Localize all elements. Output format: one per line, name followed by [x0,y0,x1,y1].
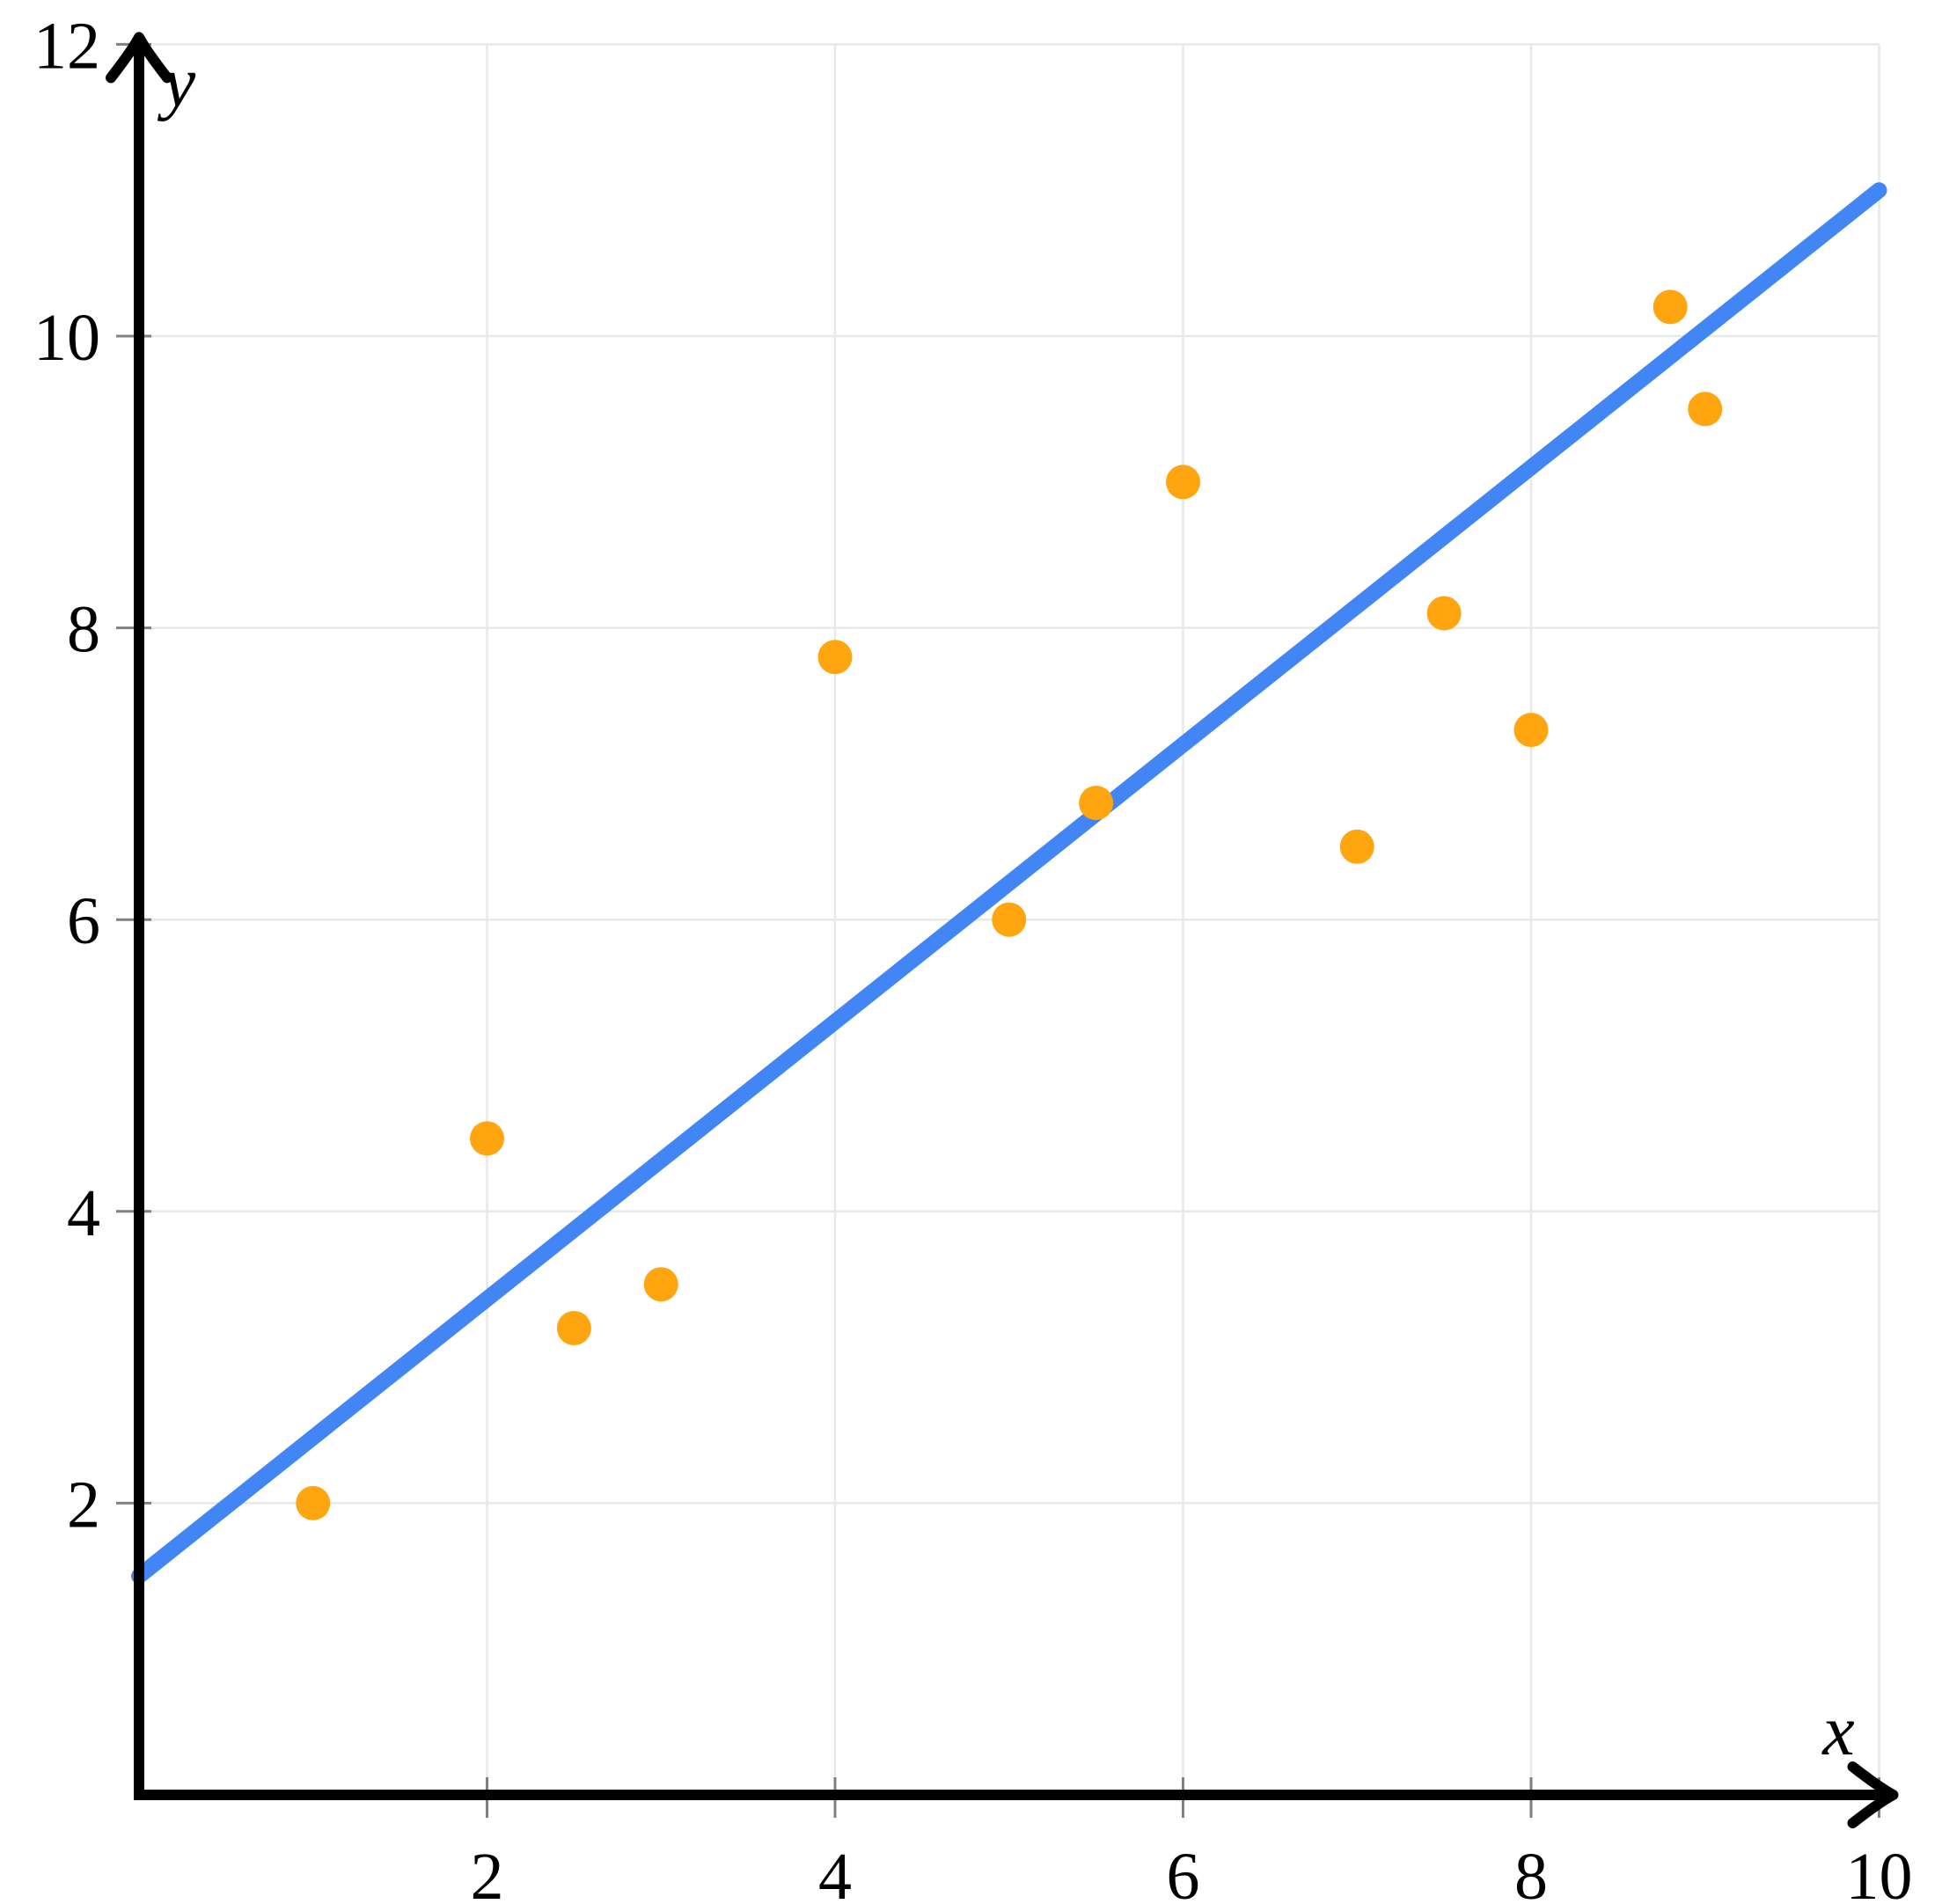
data-point-3 [643,1267,678,1302]
y-tick-label-10: 10 [33,301,100,375]
y-tick-label-4: 4 [67,1176,100,1250]
tick-labels: 2 4 6 8 10 2 4 6 8 10 12 [33,9,1913,1904]
x-tick-label-2: 2 [471,1840,504,1904]
y-tick-label-6: 6 [67,884,100,958]
x-axis-arrowhead [1847,1761,1899,1828]
data-point-8 [1339,829,1374,864]
data-point-0 [296,1485,331,1520]
data-point-1 [470,1121,504,1156]
gridlines [139,43,1880,1795]
data-point-10 [1513,713,1549,748]
axis-labels: x y [158,41,1855,1770]
y-tick-label-12: 12 [33,9,100,83]
data-point-12 [1688,392,1723,427]
x-tick-label-4: 4 [818,1840,852,1904]
data-point-5 [992,902,1027,937]
x-tick-label-10: 10 [1846,1840,1913,1904]
data-point-4 [817,640,853,675]
data-point-2 [556,1310,591,1345]
data-point-9 [1426,596,1462,631]
scatter-points-layer [296,289,1723,1520]
data-point-6 [1079,786,1114,821]
axes [106,32,1899,1828]
trend-line [131,182,1887,1585]
x-axis-label: x [1821,1690,1854,1770]
x-tick-label-8: 8 [1514,1840,1548,1904]
x-tick-label-6: 6 [1167,1840,1200,1904]
y-tick-label-2: 2 [67,1468,100,1542]
data-point-7 [1166,465,1200,500]
y-tick-label-8: 8 [67,593,100,667]
trend-line-layer [131,182,1887,1585]
data-point-11 [1653,289,1688,325]
y-axis-label: y [158,41,196,121]
y-axis-arrowhead [106,32,172,84]
